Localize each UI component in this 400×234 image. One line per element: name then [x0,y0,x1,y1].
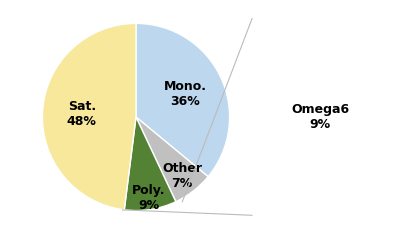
Wedge shape [136,117,208,202]
Wedge shape [136,23,230,177]
Wedge shape [42,23,136,210]
Text: Poly.
9%: Poly. 9% [132,184,166,212]
Text: Other
7%: Other 7% [162,162,202,190]
Text: Mono.
36%: Mono. 36% [164,80,207,108]
Wedge shape [124,117,176,211]
Text: Sat.
48%: Sat. 48% [67,100,97,128]
Text: Omega6
9%: Omega6 9% [291,103,349,131]
